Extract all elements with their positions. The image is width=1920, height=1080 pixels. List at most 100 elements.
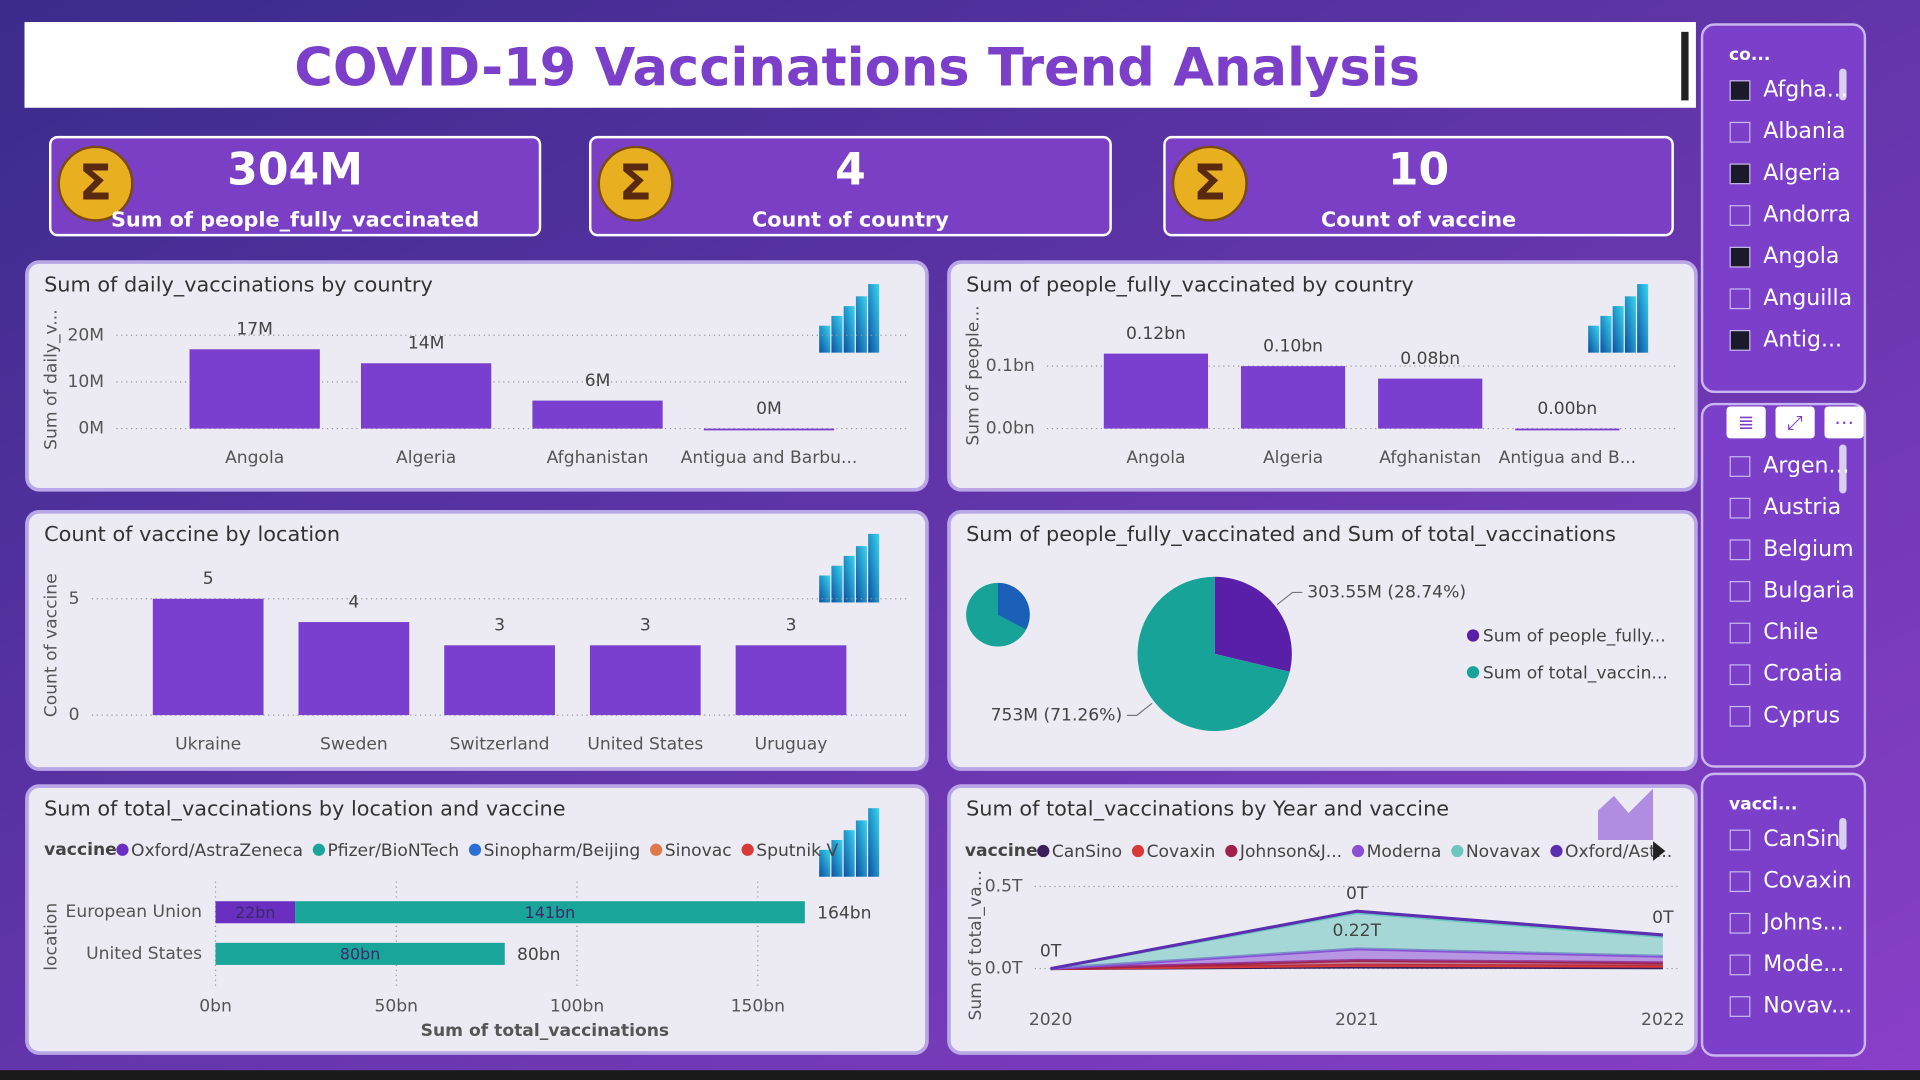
visual-icon xyxy=(831,315,843,353)
legend-swatch xyxy=(116,843,129,856)
slicer-item[interactable]: Chile xyxy=(1763,620,1818,645)
visual-icon xyxy=(997,582,1030,630)
slicer-checkbox[interactable] xyxy=(1729,205,1751,226)
slicer-title: vacci... xyxy=(1729,794,1797,814)
chart-title: Sum of total_vaccinations by location an… xyxy=(44,796,565,820)
x-tick-label: Algeria xyxy=(1263,448,1323,468)
slicer-item[interactable]: CanSin xyxy=(1763,827,1840,852)
legend-scroll[interactable] xyxy=(1653,841,1666,861)
legend-label: Covaxin xyxy=(1147,842,1216,862)
slicer-checkbox[interactable] xyxy=(1729,581,1751,602)
legend-swatch xyxy=(1037,844,1050,858)
legend-label: Pfizer/BioNTech xyxy=(327,841,459,861)
slicer-checkbox[interactable] xyxy=(1729,996,1751,1017)
x-axis-label: Sum of total_vaccinations xyxy=(421,1021,669,1041)
value-label: 80bn xyxy=(340,945,380,964)
slicer-item[interactable]: Argen... xyxy=(1763,454,1849,479)
slicer-checkbox[interactable] xyxy=(1729,121,1751,143)
legend-swatch xyxy=(1451,844,1464,858)
y-tick-label: 0.5T xyxy=(985,877,1023,897)
x-tick-label: Afghanistan xyxy=(547,448,649,468)
slicer-item[interactable]: Covaxin xyxy=(1763,869,1852,894)
value-label: 753M (71.26%) xyxy=(991,705,1123,725)
value-label: 0T xyxy=(1040,941,1062,961)
bar xyxy=(152,598,264,716)
pie-slice xyxy=(1214,576,1292,672)
slicer-item[interactable]: Angola xyxy=(1763,244,1839,269)
value-label: 0M xyxy=(756,399,782,419)
x-tick-label: Antigua and Barbu... xyxy=(681,448,858,468)
slicer-checkbox[interactable] xyxy=(1729,705,1751,727)
slicer-item[interactable]: Bulgaria xyxy=(1763,578,1854,603)
slicer-item[interactable]: Andorra xyxy=(1763,203,1851,228)
x-tick-label: Algeria xyxy=(396,448,456,468)
legend-swatch xyxy=(1550,844,1563,858)
y-tick-label: 0 xyxy=(69,705,80,725)
value-label: 303.55M (28.74%) xyxy=(1307,582,1466,602)
legend-label: CanSino xyxy=(1052,842,1122,862)
slicer-scrollbar xyxy=(1839,817,1847,850)
slicer-panel xyxy=(1700,402,1867,768)
slicer-checkbox[interactable] xyxy=(1729,829,1751,851)
title-band xyxy=(24,22,1696,108)
slicer-item[interactable]: Croatia xyxy=(1763,662,1842,687)
legend-label: Oxford/Ast... xyxy=(1565,842,1672,862)
panel xyxy=(947,510,1698,771)
kpi-label: Count of country xyxy=(752,207,949,231)
value-label: 0.10bn xyxy=(1263,337,1323,357)
visual-icon xyxy=(843,830,855,877)
y-tick-label: 10M xyxy=(68,372,105,392)
slicer-item[interactable]: Albania xyxy=(1763,119,1845,144)
slicer-checkbox[interactable] xyxy=(1729,622,1751,644)
legend-swatch xyxy=(312,843,326,856)
slicer-item[interactable]: Antig... xyxy=(1763,327,1842,352)
slicer-checkbox[interactable] xyxy=(1729,80,1751,102)
y-axis-label: Sum of total_va... xyxy=(966,870,986,1020)
slicer-item[interactable]: Austria xyxy=(1763,495,1841,520)
slicer-item[interactable]: Johns... xyxy=(1761,910,1843,935)
visual-icon xyxy=(843,555,855,603)
chart-title: Sum of total_vaccinations by Year and va… xyxy=(966,796,1449,820)
slicer-item[interactable]: Mode... xyxy=(1763,952,1844,977)
slicer-checkbox[interactable] xyxy=(1729,912,1751,934)
kpi-value: 4 xyxy=(835,145,866,196)
slicer-scrollbar xyxy=(1839,444,1847,494)
slicer-checkbox[interactable] xyxy=(1729,288,1751,310)
visual-icon xyxy=(1624,296,1636,353)
slicer-item[interactable]: Algeria xyxy=(1763,161,1840,186)
x-tick-label: 150bn xyxy=(731,997,785,1017)
x-tick-label: 2022 xyxy=(1641,1010,1685,1030)
slicer-item[interactable]: Cyprus xyxy=(1763,703,1840,728)
visual-icon xyxy=(831,565,843,603)
legend-swatch xyxy=(468,843,482,856)
slicer-checkbox[interactable] xyxy=(1729,163,1751,185)
legend-label: Johnson&J... xyxy=(1239,842,1342,862)
slicer-checkbox[interactable] xyxy=(1729,954,1751,976)
slicer-checkbox[interactable] xyxy=(1729,539,1751,561)
visual-icon xyxy=(1588,325,1600,353)
value-label: 5 xyxy=(203,569,214,589)
slicer-item[interactable]: Anguilla xyxy=(1763,286,1852,311)
chart-title: Sum of people_fully_vaccinated and Sum o… xyxy=(966,522,1616,546)
slicer-item[interactable]: Afgha... xyxy=(1763,78,1848,103)
bar xyxy=(1240,366,1346,429)
kpi-icon xyxy=(597,145,674,222)
bar xyxy=(1378,378,1483,429)
slicer-checkbox[interactable] xyxy=(1729,246,1751,268)
x-tick-label: 2021 xyxy=(1335,1010,1379,1030)
visual-icon xyxy=(1597,788,1654,840)
legend-label: Moderna xyxy=(1367,842,1442,862)
slicer-checkbox[interactable] xyxy=(1729,497,1751,519)
legend-swatch xyxy=(1225,844,1238,858)
area-fill xyxy=(1050,912,1663,969)
slicer-panel xyxy=(1700,23,1867,394)
slicer-item[interactable]: Belgium xyxy=(1763,537,1853,562)
bottom-bar xyxy=(0,1070,1920,1080)
x-tick-label: Ukraine xyxy=(175,734,241,754)
slicer-item[interactable]: Novav... xyxy=(1763,994,1852,1019)
slicer-checkbox[interactable] xyxy=(1729,330,1751,351)
slicer-checkbox[interactable] xyxy=(1729,664,1751,686)
slicer-checkbox[interactable] xyxy=(1729,456,1751,477)
value-label: 141bn xyxy=(525,903,576,922)
slicer-checkbox[interactable] xyxy=(1729,871,1751,893)
